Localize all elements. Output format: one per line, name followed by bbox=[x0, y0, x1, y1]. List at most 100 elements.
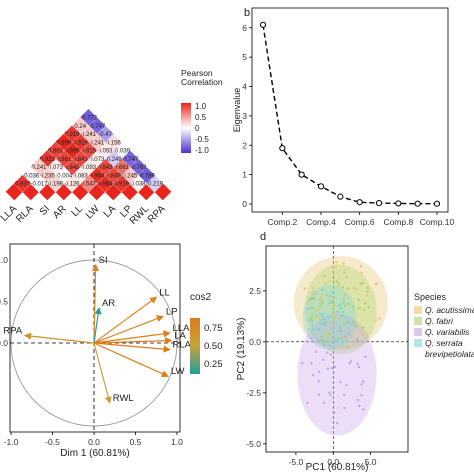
species-legend-swatch bbox=[414, 317, 422, 325]
loading-arrow bbox=[93, 342, 112, 404]
species-point bbox=[340, 336, 343, 340]
species-point bbox=[365, 293, 368, 297]
heatmap-cell-label: 0.093 bbox=[81, 165, 97, 171]
species-point bbox=[333, 304, 336, 307]
species-point bbox=[330, 367, 334, 370]
heatmap-cell-label: 0.845 bbox=[64, 165, 80, 171]
species-point bbox=[341, 286, 345, 289]
heatmap-colorbar bbox=[181, 103, 191, 153]
loading-arrow bbox=[93, 342, 169, 378]
species-point bbox=[362, 408, 365, 411]
species-point bbox=[335, 422, 339, 425]
species-point bbox=[324, 323, 327, 327]
species-point bbox=[339, 380, 342, 384]
heatmap-cell-label: 0.843 bbox=[73, 157, 89, 163]
species-point bbox=[336, 310, 339, 313]
species-point bbox=[322, 317, 326, 321]
species-point bbox=[320, 322, 324, 325]
species-point bbox=[337, 283, 340, 287]
species-point bbox=[321, 301, 324, 304]
species-point bbox=[328, 279, 331, 282]
species-ellipse bbox=[297, 313, 377, 436]
species-point bbox=[325, 335, 328, 338]
species-point bbox=[310, 362, 313, 365]
species-point bbox=[310, 306, 313, 309]
species-point bbox=[322, 343, 326, 347]
species-point bbox=[318, 370, 321, 374]
heatmap-cell-label: 0.126 bbox=[64, 182, 80, 188]
species-point bbox=[311, 296, 314, 299]
heatmap-cell-label: 0.964 bbox=[97, 182, 113, 188]
heatmap-variable-label: LW bbox=[84, 203, 102, 221]
species-legend-swatch bbox=[414, 328, 422, 336]
species-point bbox=[337, 281, 341, 284]
species-point bbox=[352, 320, 356, 324]
species-point bbox=[327, 298, 330, 301]
species-point bbox=[318, 304, 322, 307]
species-point bbox=[342, 322, 345, 325]
species-point bbox=[333, 311, 336, 315]
species-point bbox=[360, 271, 364, 274]
scree-frame bbox=[251, 7, 449, 213]
species-point bbox=[355, 325, 358, 328]
heatmap-cell-label: -0.004 bbox=[55, 173, 73, 179]
heatmap-cell-label: 0.038 bbox=[130, 182, 146, 188]
scree-ytick-label: 6 bbox=[242, 23, 247, 33]
heatmap-cell-label: -0.747 bbox=[88, 124, 106, 130]
species-point bbox=[333, 340, 336, 343]
species-point bbox=[360, 394, 363, 397]
species-point bbox=[343, 406, 346, 410]
species-point bbox=[328, 391, 331, 394]
species-point bbox=[318, 321, 321, 325]
species-point bbox=[301, 361, 304, 365]
species-point bbox=[308, 319, 312, 322]
species-legend-label: brevipetiolata bbox=[425, 349, 474, 359]
circle-xtick-label: -0.5 bbox=[45, 437, 60, 447]
species-point bbox=[360, 383, 363, 386]
heatmap-cell-label: 0.919 bbox=[114, 182, 130, 188]
species-point bbox=[340, 314, 343, 318]
species-point bbox=[321, 313, 325, 316]
species-ytick-label: 2.5 bbox=[249, 286, 261, 296]
species-point bbox=[342, 301, 345, 304]
species-point bbox=[357, 298, 360, 301]
species-point bbox=[314, 314, 318, 317]
species-point bbox=[312, 286, 315, 290]
species-point bbox=[307, 300, 311, 303]
species-point bbox=[355, 288, 358, 291]
heatmap-cell-label: 0.196 bbox=[48, 182, 64, 188]
species-point bbox=[346, 345, 350, 348]
scree-point bbox=[337, 193, 344, 200]
heatmap-legend-title: Pearson bbox=[181, 68, 213, 78]
species-point bbox=[320, 295, 323, 298]
species-ellipse bbox=[302, 284, 357, 351]
heatmap-cell-label: -0.039 bbox=[113, 149, 131, 155]
species-point bbox=[346, 302, 350, 306]
species-point bbox=[347, 332, 350, 335]
heatmap-variable-label: AR bbox=[51, 204, 69, 222]
species-point bbox=[345, 383, 348, 387]
heatmap-cell-label: -0.747 bbox=[121, 157, 139, 163]
species-point bbox=[361, 326, 365, 329]
heatmap-cell-label: -0.249 bbox=[105, 157, 123, 163]
loading-label: LP bbox=[166, 306, 178, 317]
species-point bbox=[311, 290, 315, 294]
species-point bbox=[316, 308, 319, 312]
panel-label-b: b bbox=[244, 7, 250, 19]
species-point bbox=[323, 339, 326, 343]
species-point bbox=[319, 298, 322, 301]
scree-point bbox=[298, 171, 305, 178]
heatmap-cell-label: 0.999 bbox=[64, 149, 80, 155]
heatmap-variable-label: LL bbox=[70, 203, 86, 219]
loading-arrow bbox=[93, 330, 171, 344]
heatmap-cell-label: 0.241 bbox=[89, 140, 105, 146]
heatmap-cell-label: 0.999 bbox=[56, 140, 72, 146]
species-ellipse bbox=[293, 256, 388, 351]
species-point bbox=[323, 274, 326, 278]
heatmap-legend-tick: -0.5 bbox=[195, 135, 209, 144]
heatmap-cell-label: 0.923 bbox=[40, 157, 56, 163]
species-point bbox=[352, 286, 356, 290]
panel-label-d: d bbox=[260, 231, 266, 243]
species-ytick-label: 0.0 bbox=[249, 337, 261, 347]
species-point bbox=[316, 316, 319, 319]
